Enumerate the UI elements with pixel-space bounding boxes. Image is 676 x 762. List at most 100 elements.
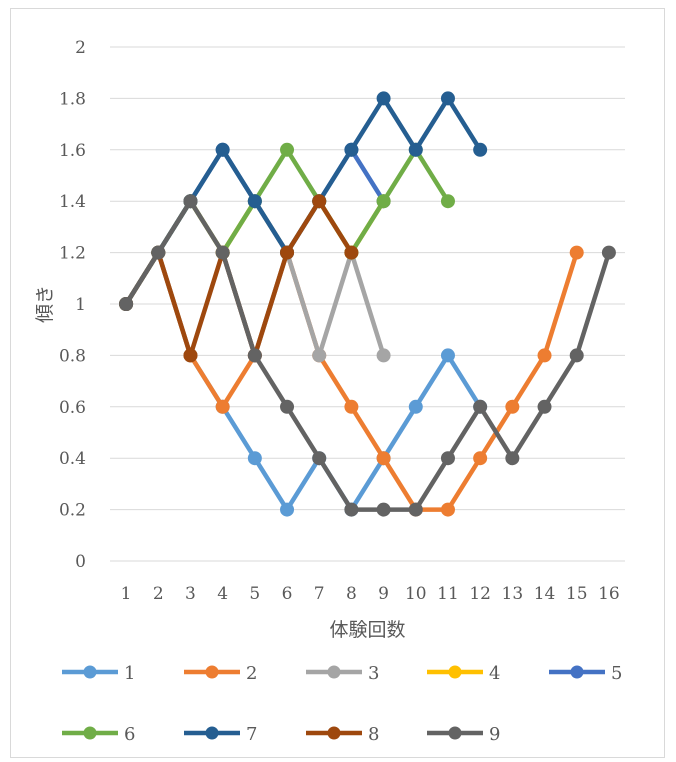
gridlines	[110, 46, 625, 562]
series-9-point	[601, 245, 616, 260]
legend-label: 6	[124, 724, 135, 745]
y-axis-title: 傾き	[34, 285, 56, 323]
series-9-point	[408, 502, 423, 517]
y-tick-label: 0.4	[59, 449, 86, 469]
series-9-point	[247, 348, 262, 363]
x-tick-label: 10	[405, 584, 427, 604]
series-lines	[119, 91, 616, 517]
series-1-point	[408, 399, 423, 414]
y-tick-label: 0.2	[59, 501, 86, 521]
series-8-point	[183, 348, 198, 363]
series-6-point	[280, 142, 295, 157]
series-2-line	[123, 250, 579, 512]
series-2	[119, 245, 584, 517]
series-2-point	[537, 348, 552, 363]
series-9-point	[312, 451, 327, 466]
x-tick-label: 15	[566, 584, 588, 604]
series-9-point	[151, 245, 166, 260]
series-9	[119, 194, 616, 517]
legend-item-9: 9	[427, 724, 500, 745]
series-8-point	[280, 245, 295, 260]
legend-item-6: 6	[62, 724, 135, 745]
y-tick-label: 1.6	[59, 141, 86, 161]
legend-swatch-marker	[205, 665, 219, 679]
legend-swatch-marker	[327, 665, 341, 679]
series-2-point	[473, 451, 488, 466]
series-9-point	[280, 399, 295, 414]
x-axis-title: 体験回数	[329, 619, 405, 641]
series-9-point	[215, 245, 230, 260]
legend-swatch-marker	[448, 665, 462, 679]
x-tick-labels: 1 2 3 4 5 6 7 8 9 10 11 12 13 14 15 16	[121, 584, 620, 604]
x-tick-label: 5	[249, 584, 260, 604]
y-tick-label: 0.8	[59, 346, 86, 366]
series-5-line	[123, 147, 386, 307]
series-7-point	[344, 142, 359, 157]
legend-item-8: 8	[306, 724, 379, 745]
series-9-point	[119, 297, 134, 311]
legend: 1 2 3 4 5 6 7 8 9	[62, 663, 622, 745]
x-tick-label: 16	[598, 584, 620, 604]
x-tick-label: 13	[502, 584, 524, 604]
legend-label: 5	[611, 663, 622, 684]
series-2-point	[344, 399, 359, 414]
legend-label: 1	[124, 663, 135, 684]
y-tick-label: 0.6	[59, 398, 86, 418]
legend-item-4: 4	[427, 663, 500, 684]
legend-label: 8	[368, 724, 379, 745]
series-9-point	[183, 194, 198, 209]
series-8-point	[344, 245, 359, 260]
series-9-point	[344, 502, 359, 517]
series-9-line	[123, 198, 612, 512]
series-3	[119, 194, 391, 363]
x-tick-label: 1	[121, 584, 132, 604]
series-1-point	[280, 502, 295, 517]
series-7-point	[408, 142, 423, 157]
series-1-point	[247, 451, 262, 466]
series-2-point	[215, 399, 230, 414]
legend-label: 4	[489, 663, 500, 684]
x-tick-label: 8	[346, 584, 357, 604]
series-7-point	[440, 91, 455, 106]
series-1-line	[123, 250, 483, 512]
series-6-point	[440, 194, 455, 209]
series-7-point	[473, 142, 488, 157]
series-9-point	[505, 451, 520, 466]
x-tick-label: 2	[153, 584, 164, 604]
x-tick-label: 14	[534, 584, 556, 604]
series-3-point	[312, 348, 327, 363]
x-tick-label: 3	[185, 584, 196, 604]
y-tick-labels: 0 0.2 0.4 0.6 0.8 1 1.2 1.4 1.6 1.8 2	[59, 38, 86, 572]
legend-swatch-marker	[448, 726, 462, 740]
x-tick-label: 6	[282, 584, 293, 604]
series-9-point	[537, 399, 552, 414]
series-8	[119, 194, 359, 363]
legend-swatch-marker	[205, 726, 219, 740]
x-tick-label: 7	[314, 584, 325, 604]
y-tick-label: 2	[75, 38, 86, 58]
legend-label: 2	[246, 663, 257, 684]
series-2-point	[569, 245, 584, 260]
legend-item-1: 1	[62, 663, 135, 684]
series-9-point	[569, 348, 584, 363]
y-tick-label: 1.4	[59, 192, 86, 212]
x-tick-label: 12	[469, 584, 491, 604]
y-tick-label: 1.2	[59, 244, 86, 264]
legend-label: 3	[368, 663, 379, 684]
series-8-point	[312, 194, 327, 209]
legend-swatch-marker	[83, 726, 97, 740]
series-9-point	[376, 502, 391, 517]
series-7-point	[215, 142, 230, 157]
series-9-point	[440, 451, 455, 466]
legend-swatch-marker	[570, 665, 584, 679]
y-tick-label: 0	[75, 552, 86, 572]
series-2-point	[440, 502, 455, 517]
series-7-point	[247, 194, 262, 209]
series-1	[119, 245, 488, 517]
x-tick-label: 4	[217, 584, 228, 604]
y-tick-label: 1	[75, 295, 86, 315]
series-5	[119, 142, 391, 311]
series-7-point	[376, 91, 391, 106]
series-2-point	[376, 451, 391, 466]
